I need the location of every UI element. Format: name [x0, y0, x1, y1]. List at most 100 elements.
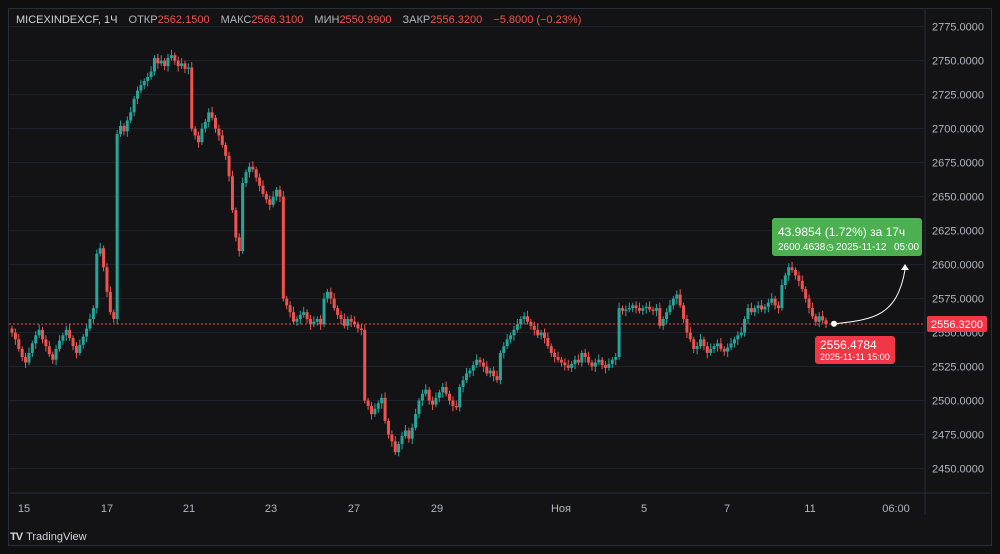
candle-body [71, 338, 75, 347]
candle-body [383, 397, 387, 421]
candle-body [712, 346, 716, 349]
candle-body [475, 359, 479, 366]
candle-body [27, 352, 31, 363]
candle-body [10, 328, 14, 333]
projection-line [833, 269, 906, 325]
candle-body [64, 329, 68, 336]
x-tick-label: 06:00 [882, 503, 910, 515]
candle-body [617, 308, 621, 358]
close-value: 2556.3200 [430, 14, 483, 26]
candle-body [478, 359, 482, 363]
candle-body [461, 380, 465, 387]
candle-body [363, 329, 367, 401]
candle-body [407, 430, 411, 439]
candle-body [563, 362, 567, 366]
candle-body [766, 302, 770, 307]
candle-body [634, 305, 638, 309]
candle-body [258, 177, 262, 186]
candle-body [380, 397, 384, 404]
candle-body [705, 346, 709, 353]
candle-body [125, 120, 129, 132]
candle-body [122, 125, 126, 132]
y-tick-label: 2700.0000 [932, 124, 984, 136]
low-value: 2550.9900 [339, 14, 392, 26]
candle-body [247, 166, 251, 173]
candle-body [81, 336, 85, 345]
candle-body [17, 339, 21, 349]
tradingview-logo[interactable]: TV TradingView [10, 531, 87, 543]
candle-body [753, 308, 757, 313]
candle-body [112, 312, 116, 319]
candle-body [481, 362, 485, 367]
change-value: −5.8000 (−0.23%) [493, 14, 582, 26]
candle-body [359, 328, 363, 330]
candle-body [593, 362, 597, 367]
candle-body [332, 298, 336, 309]
candle-body [207, 112, 211, 122]
projection-from-date: 2025-11-11 15:00 [820, 352, 890, 362]
candle-body [163, 60, 167, 67]
y-tick-label: 2725.0000 [932, 90, 984, 102]
x-tick-label: 5 [641, 503, 647, 515]
y-tick-label: 2575.0000 [932, 294, 984, 306]
candle-body [329, 291, 333, 299]
candle-body [261, 185, 265, 194]
candle-body [210, 112, 214, 118]
candle-body [732, 339, 736, 344]
candle-body [13, 332, 17, 340]
candle-body [420, 393, 424, 401]
candle-body [186, 67, 190, 69]
candle-body [688, 332, 692, 340]
candle-body [102, 248, 106, 268]
candle-body [573, 359, 577, 364]
candle-body [590, 362, 594, 367]
candle-body [234, 210, 238, 238]
candle-body [749, 308, 753, 313]
candle-body [176, 60, 180, 67]
candle-body [549, 346, 553, 353]
candle-body [319, 318, 323, 325]
candle-body [726, 347, 730, 352]
candle-body [685, 318, 689, 333]
x-tick-label: Ноя [551, 503, 571, 515]
candle-body [509, 335, 513, 340]
candle-body [370, 405, 374, 415]
candle-body [166, 57, 170, 67]
candle-body [37, 329, 41, 336]
candle-body [251, 166, 255, 170]
symbol-label[interactable]: MICEXINDEXCF, 1Ч [16, 14, 118, 26]
y-tick-label: 2525.0000 [932, 362, 984, 374]
candle-body [95, 253, 99, 309]
candle-body [285, 298, 289, 306]
candle-body [783, 275, 787, 285]
candle-body [390, 434, 394, 442]
candle-body [444, 386, 448, 394]
chart-frame [8, 8, 992, 546]
candle-body [237, 237, 241, 251]
candle-body [159, 60, 163, 64]
candle-body [278, 189, 282, 197]
candle-body [515, 324, 519, 330]
candle-body [41, 329, 45, 340]
price-label-bg [927, 315, 987, 332]
candle-body [441, 386, 445, 393]
tradingview-logo-icon: TV [10, 531, 23, 543]
candle-body [119, 125, 123, 135]
candle-body [200, 128, 204, 143]
candle-body [715, 343, 719, 347]
candle-body [183, 63, 187, 69]
projection-change-label: 43.9854 (1.72%) за 17ч [778, 225, 905, 239]
candle-body [746, 308, 750, 319]
candle-body [353, 321, 357, 325]
candle-body [651, 309, 655, 311]
x-tick-label: 7 [724, 503, 730, 515]
close-label: ЗАКР [402, 14, 431, 26]
candle-body [519, 318, 523, 325]
candle-body [604, 365, 608, 368]
candle-body [756, 305, 760, 309]
candle-body [227, 155, 231, 177]
high-label: МАКС [220, 14, 252, 26]
candle-body [807, 298, 811, 309]
candle-body [305, 312, 309, 319]
